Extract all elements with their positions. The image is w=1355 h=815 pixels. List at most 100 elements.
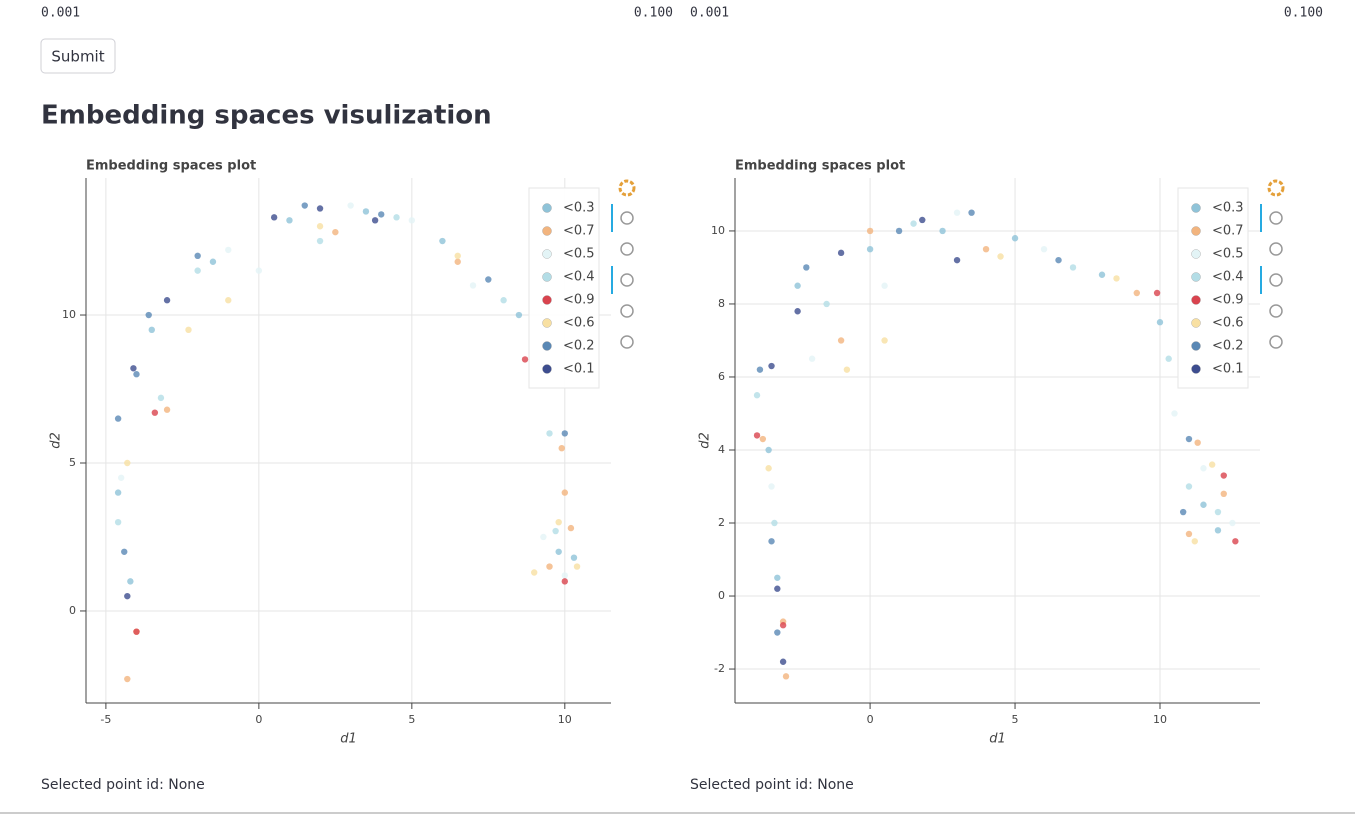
point	[133, 371, 140, 378]
x-tick-label: 5	[408, 713, 415, 726]
tool-button[interactable]	[1260, 204, 1283, 232]
tool-button[interactable]	[611, 204, 634, 232]
tool-button[interactable]	[620, 242, 634, 256]
toolbar	[1260, 179, 1285, 349]
legend-label: <0.7	[563, 224, 595, 239]
slider-min: 0.001	[690, 6, 729, 21]
point	[1229, 519, 1236, 527]
legend-swatch	[542, 226, 552, 236]
point	[316, 223, 324, 230]
x-axis-label: d1	[989, 732, 1006, 747]
y-tick-label: 5	[69, 456, 76, 469]
point	[774, 629, 781, 636]
tool-icon	[620, 335, 634, 349]
y-tick-label: 2	[718, 516, 725, 529]
tool-button[interactable]	[620, 335, 634, 349]
point	[1214, 508, 1222, 516]
legend-label: <0.7	[1212, 224, 1244, 239]
tool-icon	[1269, 273, 1283, 287]
point	[540, 533, 547, 541]
point	[1113, 275, 1120, 282]
point	[1040, 245, 1048, 253]
legend-box	[1177, 187, 1249, 389]
point	[148, 326, 155, 334]
legend-label: <0.4	[1212, 270, 1244, 285]
tool-button[interactable]	[1260, 266, 1283, 294]
point	[157, 394, 165, 402]
y-tick-label: 4	[718, 443, 725, 456]
point	[1185, 483, 1193, 490]
legend-swatch	[1191, 226, 1201, 236]
point	[953, 256, 961, 264]
chart: Embedding spaces plot 0 5 10 -2 0 2 4 6 8 10 d1 d2 <0…	[698, 159, 1285, 747]
tool-button[interactable]	[1269, 304, 1283, 318]
point	[1220, 472, 1227, 479]
y-axis-label: d2	[49, 432, 64, 449]
point	[209, 258, 217, 265]
point	[114, 415, 122, 422]
point	[555, 548, 562, 555]
legend-swatch	[542, 318, 552, 328]
tool-icon	[620, 242, 634, 256]
button-label[interactable]: Submit	[51, 48, 104, 66]
legend-box	[528, 187, 600, 389]
point	[1200, 501, 1207, 508]
point	[1191, 538, 1198, 545]
point	[756, 366, 764, 373]
point	[782, 673, 790, 680]
point	[1200, 465, 1207, 472]
tool-button[interactable]	[1269, 242, 1283, 256]
legend-label: <0.2	[563, 339, 595, 354]
point	[765, 446, 772, 454]
point	[316, 237, 324, 245]
point	[1011, 235, 1019, 242]
legend-swatch	[542, 272, 552, 282]
point	[145, 311, 152, 319]
tool-icon	[1269, 335, 1283, 349]
chart: Embedding spaces plot -5 0 5 10 0 5 10 d1 d2 <0.3 <…	[49, 159, 636, 747]
tool-button[interactable]	[611, 266, 634, 294]
point	[1156, 319, 1164, 326]
point	[194, 252, 201, 260]
y-tick-label: 8	[718, 297, 725, 310]
legend-swatch	[1191, 203, 1201, 213]
point	[953, 209, 961, 216]
status: Selected point id: None	[41, 777, 205, 793]
legend-swatch	[542, 295, 552, 305]
legend-label: <0.6	[563, 316, 595, 331]
y-tick-label: 10	[62, 308, 76, 321]
y-tick-label: 0	[69, 604, 76, 617]
x-tick-label: 10	[1153, 713, 1167, 726]
point	[794, 282, 801, 289]
point	[124, 592, 131, 600]
point	[823, 300, 830, 308]
point	[163, 406, 171, 413]
point	[1194, 439, 1201, 446]
tool-button[interactable]	[620, 304, 634, 318]
point	[1153, 289, 1161, 297]
point	[808, 355, 816, 362]
submit-button[interactable]: Submit	[40, 38, 116, 74]
point	[881, 282, 888, 289]
point	[521, 356, 529, 363]
point	[393, 214, 400, 221]
legend-label: <0.2	[1212, 339, 1244, 354]
point	[469, 282, 477, 289]
point	[124, 675, 131, 683]
point	[225, 246, 232, 254]
point	[124, 459, 131, 467]
point	[454, 252, 461, 260]
tool-icon	[620, 273, 634, 287]
legend-swatch	[1191, 295, 1201, 305]
tool-icon	[1269, 242, 1283, 256]
x-tick-label: -5	[100, 713, 111, 726]
tool-button[interactable]	[1269, 335, 1283, 349]
point	[561, 430, 569, 437]
legend-swatch	[542, 341, 552, 351]
point	[332, 228, 339, 236]
y-tick-label: 6	[718, 370, 725, 383]
legend-swatch	[1191, 341, 1201, 351]
tool-icon	[620, 304, 634, 318]
